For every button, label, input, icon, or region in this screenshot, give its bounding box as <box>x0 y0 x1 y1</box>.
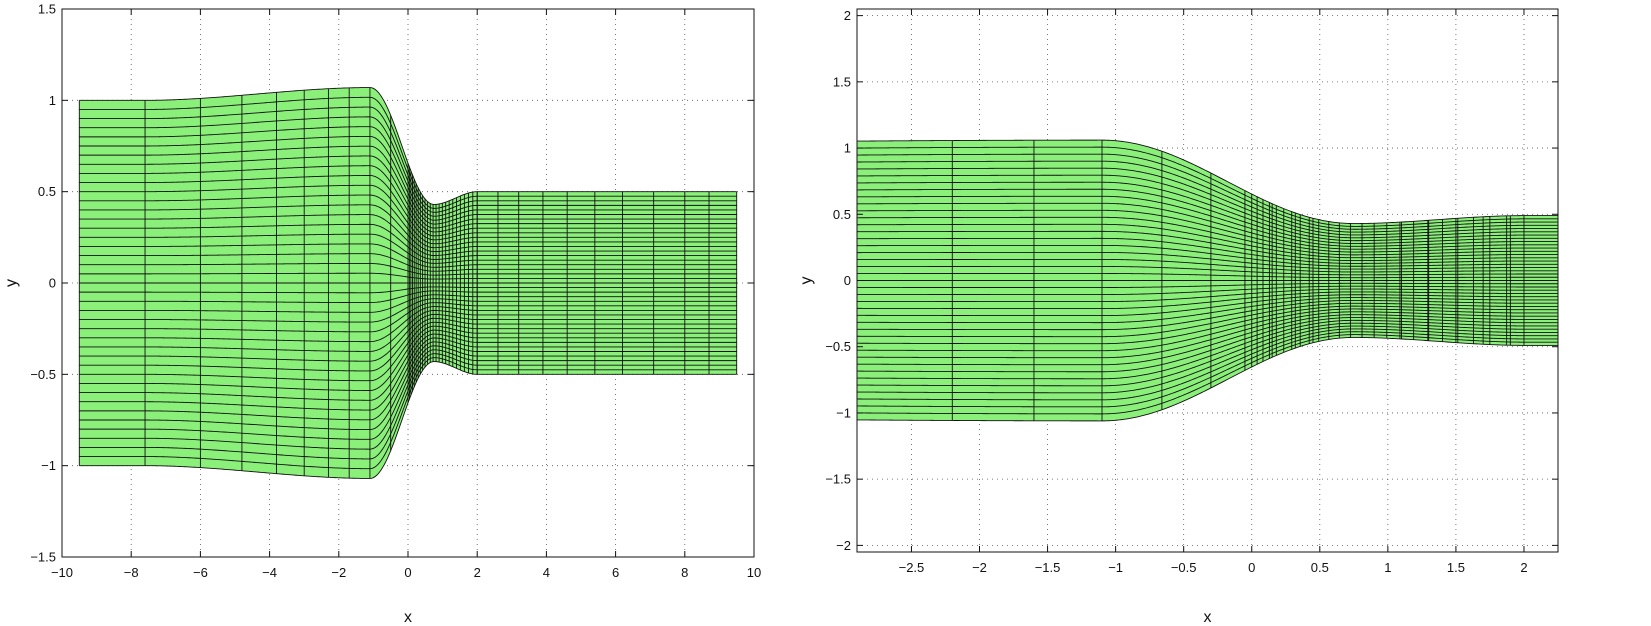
x-tick-label: 8 <box>681 565 688 580</box>
x-tick-label: −2.5 <box>899 560 925 575</box>
y-tick-label: 2 <box>844 8 851 23</box>
x-tick-label: 2 <box>474 565 481 580</box>
x-tick-label: 4 <box>543 565 550 580</box>
y-tick-label: 1.5 <box>833 74 851 89</box>
y-tick-label: 0.5 <box>38 184 56 199</box>
mesh-line-horizontal <box>856 331 1558 408</box>
mesh <box>78 87 738 479</box>
mesh-line-horizontal <box>857 266 1558 276</box>
ticks: −2.5 −2 −1.5 −1 −0.5 0 0.5 1 1.5 2 −2 −1.5 −1 −0.5 0 0.… <box>825 8 1558 575</box>
mesh-line-horizontal <box>856 195 1558 247</box>
mesh-line-horizontal <box>857 308 1558 352</box>
mesh-line-horizontal <box>856 337 1558 422</box>
y-tick-label: 0 <box>49 276 56 291</box>
mesh-line-horizontal <box>857 223 1558 259</box>
mesh-line-horizontal <box>857 202 1558 250</box>
mesh-line-horizontal <box>856 146 1558 227</box>
mesh-line-horizontal <box>856 181 1558 242</box>
x-tick-label: −6 <box>193 565 208 580</box>
mesh-line-horizontal <box>856 322 1558 387</box>
y-tick-label: −0.5 <box>825 339 851 354</box>
mesh-line-horizontal <box>857 297 1558 324</box>
x-tick-label: −10 <box>51 565 73 580</box>
x-axis-label: x <box>1204 609 1212 626</box>
y-tick-label: 1 <box>844 141 851 156</box>
x-tick-label: 0.5 <box>1311 560 1329 575</box>
mesh-line-horizontal <box>856 328 1558 401</box>
mesh-line-horizontal <box>857 311 1558 359</box>
mesh-line-horizontal <box>857 299 1558 331</box>
x-tick-label: −8 <box>124 565 139 580</box>
mesh-line-horizontal <box>856 334 1558 415</box>
x-tick-label: −4 <box>262 565 277 580</box>
mesh <box>856 139 1559 422</box>
y-axis-label: y <box>798 277 815 285</box>
mesh-line-horizontal <box>857 244 1558 267</box>
mesh-line-horizontal <box>856 319 1558 380</box>
x-tick-label: 0 <box>1248 560 1255 575</box>
x-axis-label: x <box>404 609 412 626</box>
mesh-line-horizontal <box>857 230 1558 262</box>
mesh-line-horizontal <box>857 258 1558 273</box>
mesh-line-horizontal <box>856 160 1558 233</box>
mesh-line-horizontal <box>857 282 1558 288</box>
mesh-line-horizontal <box>856 314 1558 366</box>
y-tick-label: 1 <box>49 93 56 108</box>
x-tick-label: −1.5 <box>1035 560 1061 575</box>
x-tick-label: −1 <box>1108 560 1123 575</box>
mesh-line-horizontal <box>856 325 1558 394</box>
y-tick-label: −0.5 <box>30 367 56 382</box>
mesh-line-horizontal <box>857 216 1558 256</box>
mesh-line-horizontal <box>857 291 1558 310</box>
mesh-line-horizontal <box>856 317 1558 373</box>
mesh-line-horizontal <box>856 153 1558 230</box>
x-tick-label: −0.5 <box>1171 560 1197 575</box>
mesh-line-horizontal <box>857 288 1558 303</box>
mesh-line-horizontal <box>856 174 1558 239</box>
x-tick-label: 1.5 <box>1447 560 1465 575</box>
mesh-line-horizontal <box>857 302 1558 338</box>
x-tick-label: −2 <box>972 560 987 575</box>
y-tick-label: −2 <box>836 538 851 553</box>
y-tick-label: 1.5 <box>38 2 56 17</box>
mesh-line-horizontal <box>857 209 1558 253</box>
x-tick-label: −2 <box>331 565 346 580</box>
mesh-line-horizontal <box>856 167 1558 236</box>
mesh-line-horizontal <box>857 273 1558 279</box>
mesh-line-horizontal <box>856 188 1558 244</box>
y-tick-label: −1 <box>836 405 851 420</box>
mesh-line-horizontal <box>857 294 1558 317</box>
mesh-line-horizontal <box>857 251 1558 270</box>
y-tick-label: 0.5 <box>833 207 851 222</box>
y-axis-label: y <box>3 279 20 287</box>
left-mesh-panel: −10 −8 −6 −4 −2 0 2 4 6 8 10 −1.5 −1 −0.5 0 0.5 1 1.5 x y <box>3 2 761 626</box>
ticks: −10 −8 −6 −4 −2 0 2 4 6 8 10 −1.5 −1 −0.5 0 0.5 1 1.5 <box>30 2 761 581</box>
y-tick-label: 0 <box>844 273 851 288</box>
x-tick-label: 10 <box>747 565 761 580</box>
mesh-line-horizontal <box>856 139 1558 224</box>
x-tick-label: 6 <box>612 565 619 580</box>
mesh-line-horizontal <box>857 285 1558 295</box>
y-tick-label: −1 <box>41 458 56 473</box>
x-tick-label: 2 <box>1520 560 1527 575</box>
mesh-line-horizontal <box>857 237 1558 264</box>
mesh-line-horizontal <box>857 305 1558 345</box>
right-mesh-panel: −2.5 −2 −1.5 −1 −0.5 0 0.5 1 1.5 2 −2 −1.5 −1 −0.5 0 0.… <box>798 8 1559 626</box>
x-tick-label: 1 <box>1384 560 1391 575</box>
x-tick-label: 0 <box>404 565 411 580</box>
y-tick-label: −1.5 <box>825 472 851 487</box>
y-tick-label: −1.5 <box>30 550 56 565</box>
